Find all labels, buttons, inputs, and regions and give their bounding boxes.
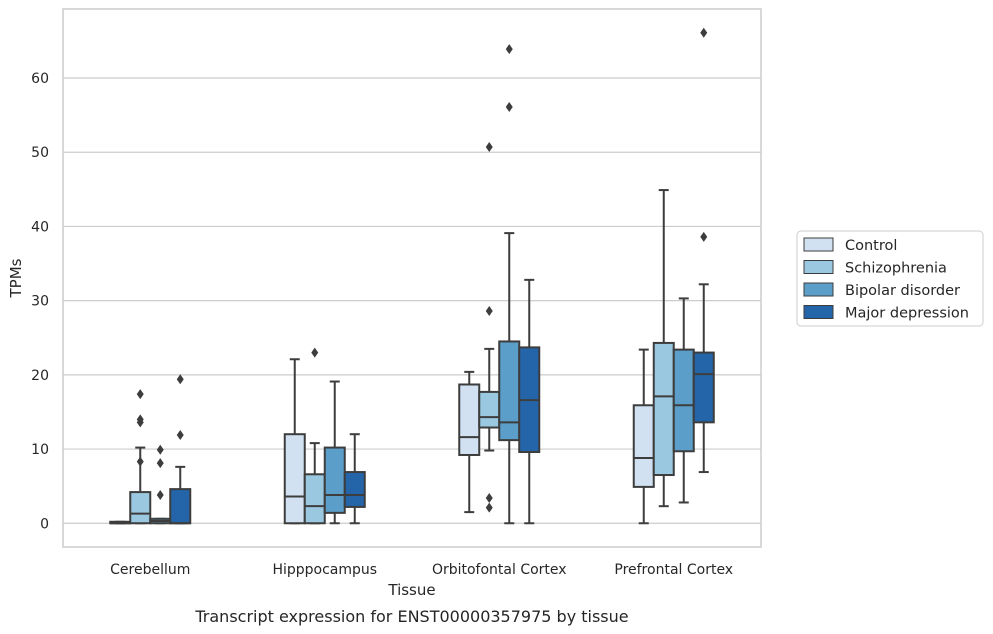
x-tick-label: Cerebellum xyxy=(110,562,190,578)
box-layer xyxy=(109,27,715,525)
outlier-point xyxy=(485,142,493,153)
box-iqr xyxy=(169,488,192,525)
y-tick-label: 50 xyxy=(31,145,49,161)
outlier-point xyxy=(156,490,164,501)
plot-frame xyxy=(62,8,762,548)
outlier-point xyxy=(505,44,513,55)
box-iqr xyxy=(323,446,346,514)
box-iqr xyxy=(632,404,655,488)
box-schizophrenia xyxy=(303,347,326,525)
legend-label: Major depression xyxy=(845,306,969,322)
outlier-point xyxy=(505,101,513,112)
y-tick-labels: 0 10 20 30 40 50 60 xyxy=(31,71,49,532)
outlier-point xyxy=(136,414,144,425)
box-bipolar-disorder xyxy=(498,44,521,525)
outlier-point xyxy=(176,374,184,385)
box-major-depression xyxy=(343,433,366,525)
y-axis-label: TPMs xyxy=(7,258,25,298)
gridlines xyxy=(63,77,761,524)
box-bipolar-disorder xyxy=(149,444,172,525)
legend-label: Control xyxy=(845,238,897,254)
outlier-point xyxy=(156,444,164,455)
x-tick-label: Orbitofontal Cortex xyxy=(432,562,567,578)
y-tick-label: 10 xyxy=(31,442,49,458)
legend-swatch xyxy=(803,282,834,297)
box-bipolar-disorder xyxy=(323,380,346,525)
box-control xyxy=(632,348,655,525)
box-iqr xyxy=(652,341,675,477)
legend-frame xyxy=(796,230,984,327)
box-iqr xyxy=(478,390,501,429)
box-bipolar-disorder xyxy=(672,297,695,504)
legend-label: Schizophrenia xyxy=(845,261,947,277)
outlier-point xyxy=(485,306,493,317)
box-major-depression xyxy=(169,374,192,525)
outlier-point xyxy=(311,347,319,358)
legend-swatch xyxy=(803,305,834,319)
outlier-point xyxy=(176,429,184,440)
legend: Control Schizophrenia Bipolar disorder Majo… xyxy=(796,230,984,327)
outlier-point xyxy=(156,458,164,469)
legend-swatch xyxy=(803,237,834,252)
legend-label: Bipolar disorder xyxy=(845,283,960,299)
x-axis-label: Tissue xyxy=(387,581,435,599)
outlier-point xyxy=(485,502,493,513)
box-iqr xyxy=(129,491,152,525)
chart-caption: Transcript expression for ENST0000035797… xyxy=(194,607,628,626)
box-iqr xyxy=(498,340,521,442)
box-iqr xyxy=(692,351,715,424)
legend-swatch xyxy=(803,260,834,274)
box-major-depression xyxy=(518,278,541,525)
y-tick-label: 0 xyxy=(40,516,49,532)
box-iqr xyxy=(458,383,481,456)
outlier-point xyxy=(136,456,144,467)
box-control xyxy=(109,520,132,525)
x-tick-label: Prefrontal Cortex xyxy=(614,562,733,578)
box-iqr xyxy=(672,348,695,453)
box-major-depression xyxy=(692,27,715,474)
y-tick-label: 30 xyxy=(31,294,49,310)
outlier-point xyxy=(136,389,144,400)
outlier-point xyxy=(700,27,708,38)
y-tick-label: 20 xyxy=(31,368,49,384)
y-tick-label: 40 xyxy=(31,219,49,235)
x-tick-label: Hipppocampus xyxy=(272,562,377,578)
box-iqr xyxy=(303,473,326,525)
outlier-point xyxy=(485,493,493,504)
box-control xyxy=(283,358,306,525)
box-schizophrenia xyxy=(129,389,152,525)
box-schizophrenia xyxy=(652,189,675,508)
box-iqr xyxy=(283,433,306,525)
box-iqr xyxy=(343,471,366,508)
box-control xyxy=(458,370,481,514)
y-tick-label: 60 xyxy=(31,71,49,87)
x-tick-labels: Cerebellum Hipppocampus Orbitofontal Corte… xyxy=(110,562,733,578)
outlier-point xyxy=(700,231,708,242)
box-schizophrenia xyxy=(478,142,501,513)
